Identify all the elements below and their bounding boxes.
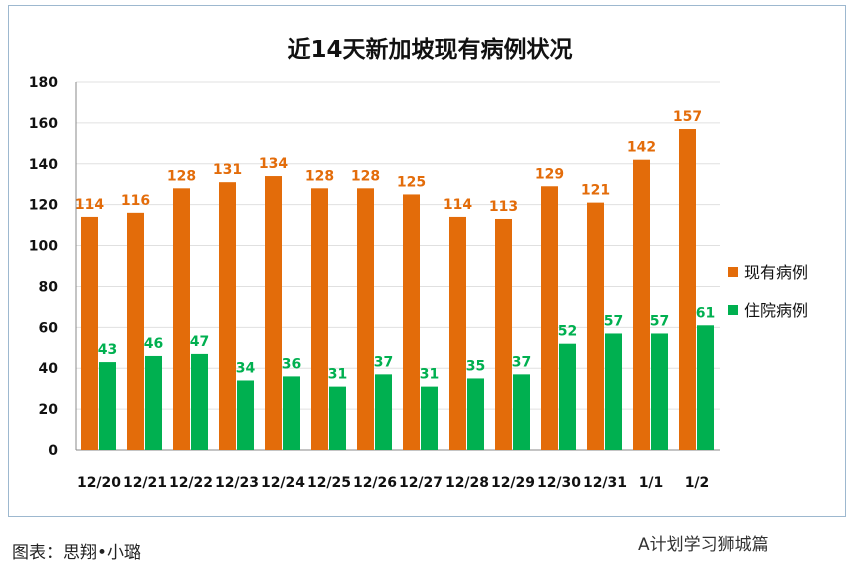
- data-label: 129: [535, 166, 564, 182]
- bar-active: [679, 129, 696, 450]
- bar-active: [541, 186, 558, 450]
- bar-active: [633, 159, 650, 450]
- bar-active: [219, 182, 236, 450]
- y-tick-label: 140: [29, 157, 58, 173]
- data-label: 37: [512, 354, 531, 370]
- x-tick-label: 12/25: [307, 475, 351, 491]
- legend-swatch: [728, 305, 738, 315]
- data-label: 125: [397, 174, 426, 190]
- data-label: 31: [420, 367, 439, 383]
- bar-hospitalized: [559, 343, 576, 450]
- y-tick-label: 100: [29, 239, 58, 255]
- bar-chart: 近14天新加坡现有病例状况 0 20 40 60 80 100 120 140 160 180 12/…: [29, 36, 808, 491]
- data-label: 116: [121, 193, 150, 209]
- data-label: 128: [167, 168, 196, 184]
- legend-label: 现有病例: [744, 263, 808, 282]
- data-label: 157: [673, 109, 702, 125]
- x-tick-label: 12/24: [261, 475, 305, 491]
- y-tick-label: 60: [39, 320, 59, 336]
- data-label: 52: [558, 324, 577, 340]
- x-tick-label: 12/23: [215, 475, 259, 491]
- bar-active: [587, 202, 604, 450]
- bar-active: [81, 216, 98, 450]
- data-label: 128: [305, 168, 334, 184]
- data-label: 61: [696, 305, 715, 321]
- data-label: 57: [604, 313, 623, 329]
- data-label: 46: [144, 336, 163, 352]
- x-tick-label: 12/21: [123, 475, 167, 491]
- bar-active: [357, 188, 374, 451]
- bar-hospitalized: [697, 325, 714, 450]
- bar-hospitalized: [605, 333, 622, 450]
- data-label: 47: [190, 334, 209, 350]
- x-tick-label: 12/29: [491, 475, 535, 491]
- x-tick-label: 12/31: [583, 475, 627, 491]
- bar-hospitalized: [237, 380, 254, 450]
- x-tick-label: 12/28: [445, 475, 489, 491]
- data-label: 31: [328, 367, 347, 383]
- bar-active: [311, 188, 328, 451]
- y-tick-label: 20: [39, 402, 59, 418]
- bar-active: [495, 218, 512, 450]
- x-tick-label: 12/26: [353, 475, 397, 491]
- x-tick-label: 1/2: [685, 475, 710, 491]
- data-label: 142: [627, 140, 656, 156]
- y-tick-label: 120: [29, 198, 58, 214]
- legend-swatch: [728, 267, 738, 277]
- x-tick-label: 12/30: [537, 475, 581, 491]
- bar-hospitalized: [651, 333, 668, 450]
- data-label: 121: [581, 183, 610, 199]
- chart-frame: [8, 5, 846, 517]
- bar-active: [265, 176, 282, 451]
- y-tick-label: 0: [48, 443, 58, 459]
- bar-hospitalized: [375, 374, 392, 450]
- bar-hospitalized: [145, 355, 162, 450]
- watermark: A计划学习狮城篇: [638, 535, 769, 555]
- x-tick-label: 12/22: [169, 475, 213, 491]
- bar-active: [403, 194, 420, 450]
- data-label: 57: [650, 313, 669, 329]
- chart-title: 近14天新加坡现有病例状况: [287, 36, 572, 63]
- data-label: 43: [98, 342, 117, 358]
- data-label: 35: [466, 358, 485, 374]
- data-label: 36: [282, 356, 301, 372]
- data-label: 128: [351, 168, 380, 184]
- bar-active: [449, 216, 466, 450]
- y-tick-label: 160: [29, 116, 58, 132]
- bar-hospitalized: [191, 353, 208, 450]
- bar-hospitalized: [421, 386, 438, 450]
- bar-hospitalized: [467, 378, 484, 450]
- data-label: 37: [374, 354, 393, 370]
- y-tick-label: 180: [29, 75, 58, 91]
- y-tick-label: 40: [39, 361, 59, 377]
- data-label: 114: [443, 197, 472, 213]
- bar-active: [173, 188, 190, 451]
- x-tick-label: 1/1: [639, 475, 664, 491]
- bar-hospitalized: [329, 386, 346, 450]
- data-label: 113: [489, 199, 518, 215]
- bar-active: [127, 212, 144, 450]
- data-label: 114: [75, 197, 104, 213]
- x-tick-label: 12/20: [77, 475, 121, 491]
- y-tick-label: 80: [39, 279, 59, 295]
- data-label: 131: [213, 162, 242, 178]
- legend-label: 住院病例: [744, 301, 808, 320]
- bar-hospitalized: [283, 376, 300, 450]
- x-tick-label: 12/27: [399, 475, 443, 491]
- bar-hospitalized: [99, 362, 116, 450]
- data-label: 34: [236, 360, 256, 376]
- bar-hospitalized: [513, 374, 530, 450]
- data-label: 134: [259, 156, 288, 172]
- chart-credit: 图表：思翔•小璐: [12, 543, 142, 563]
